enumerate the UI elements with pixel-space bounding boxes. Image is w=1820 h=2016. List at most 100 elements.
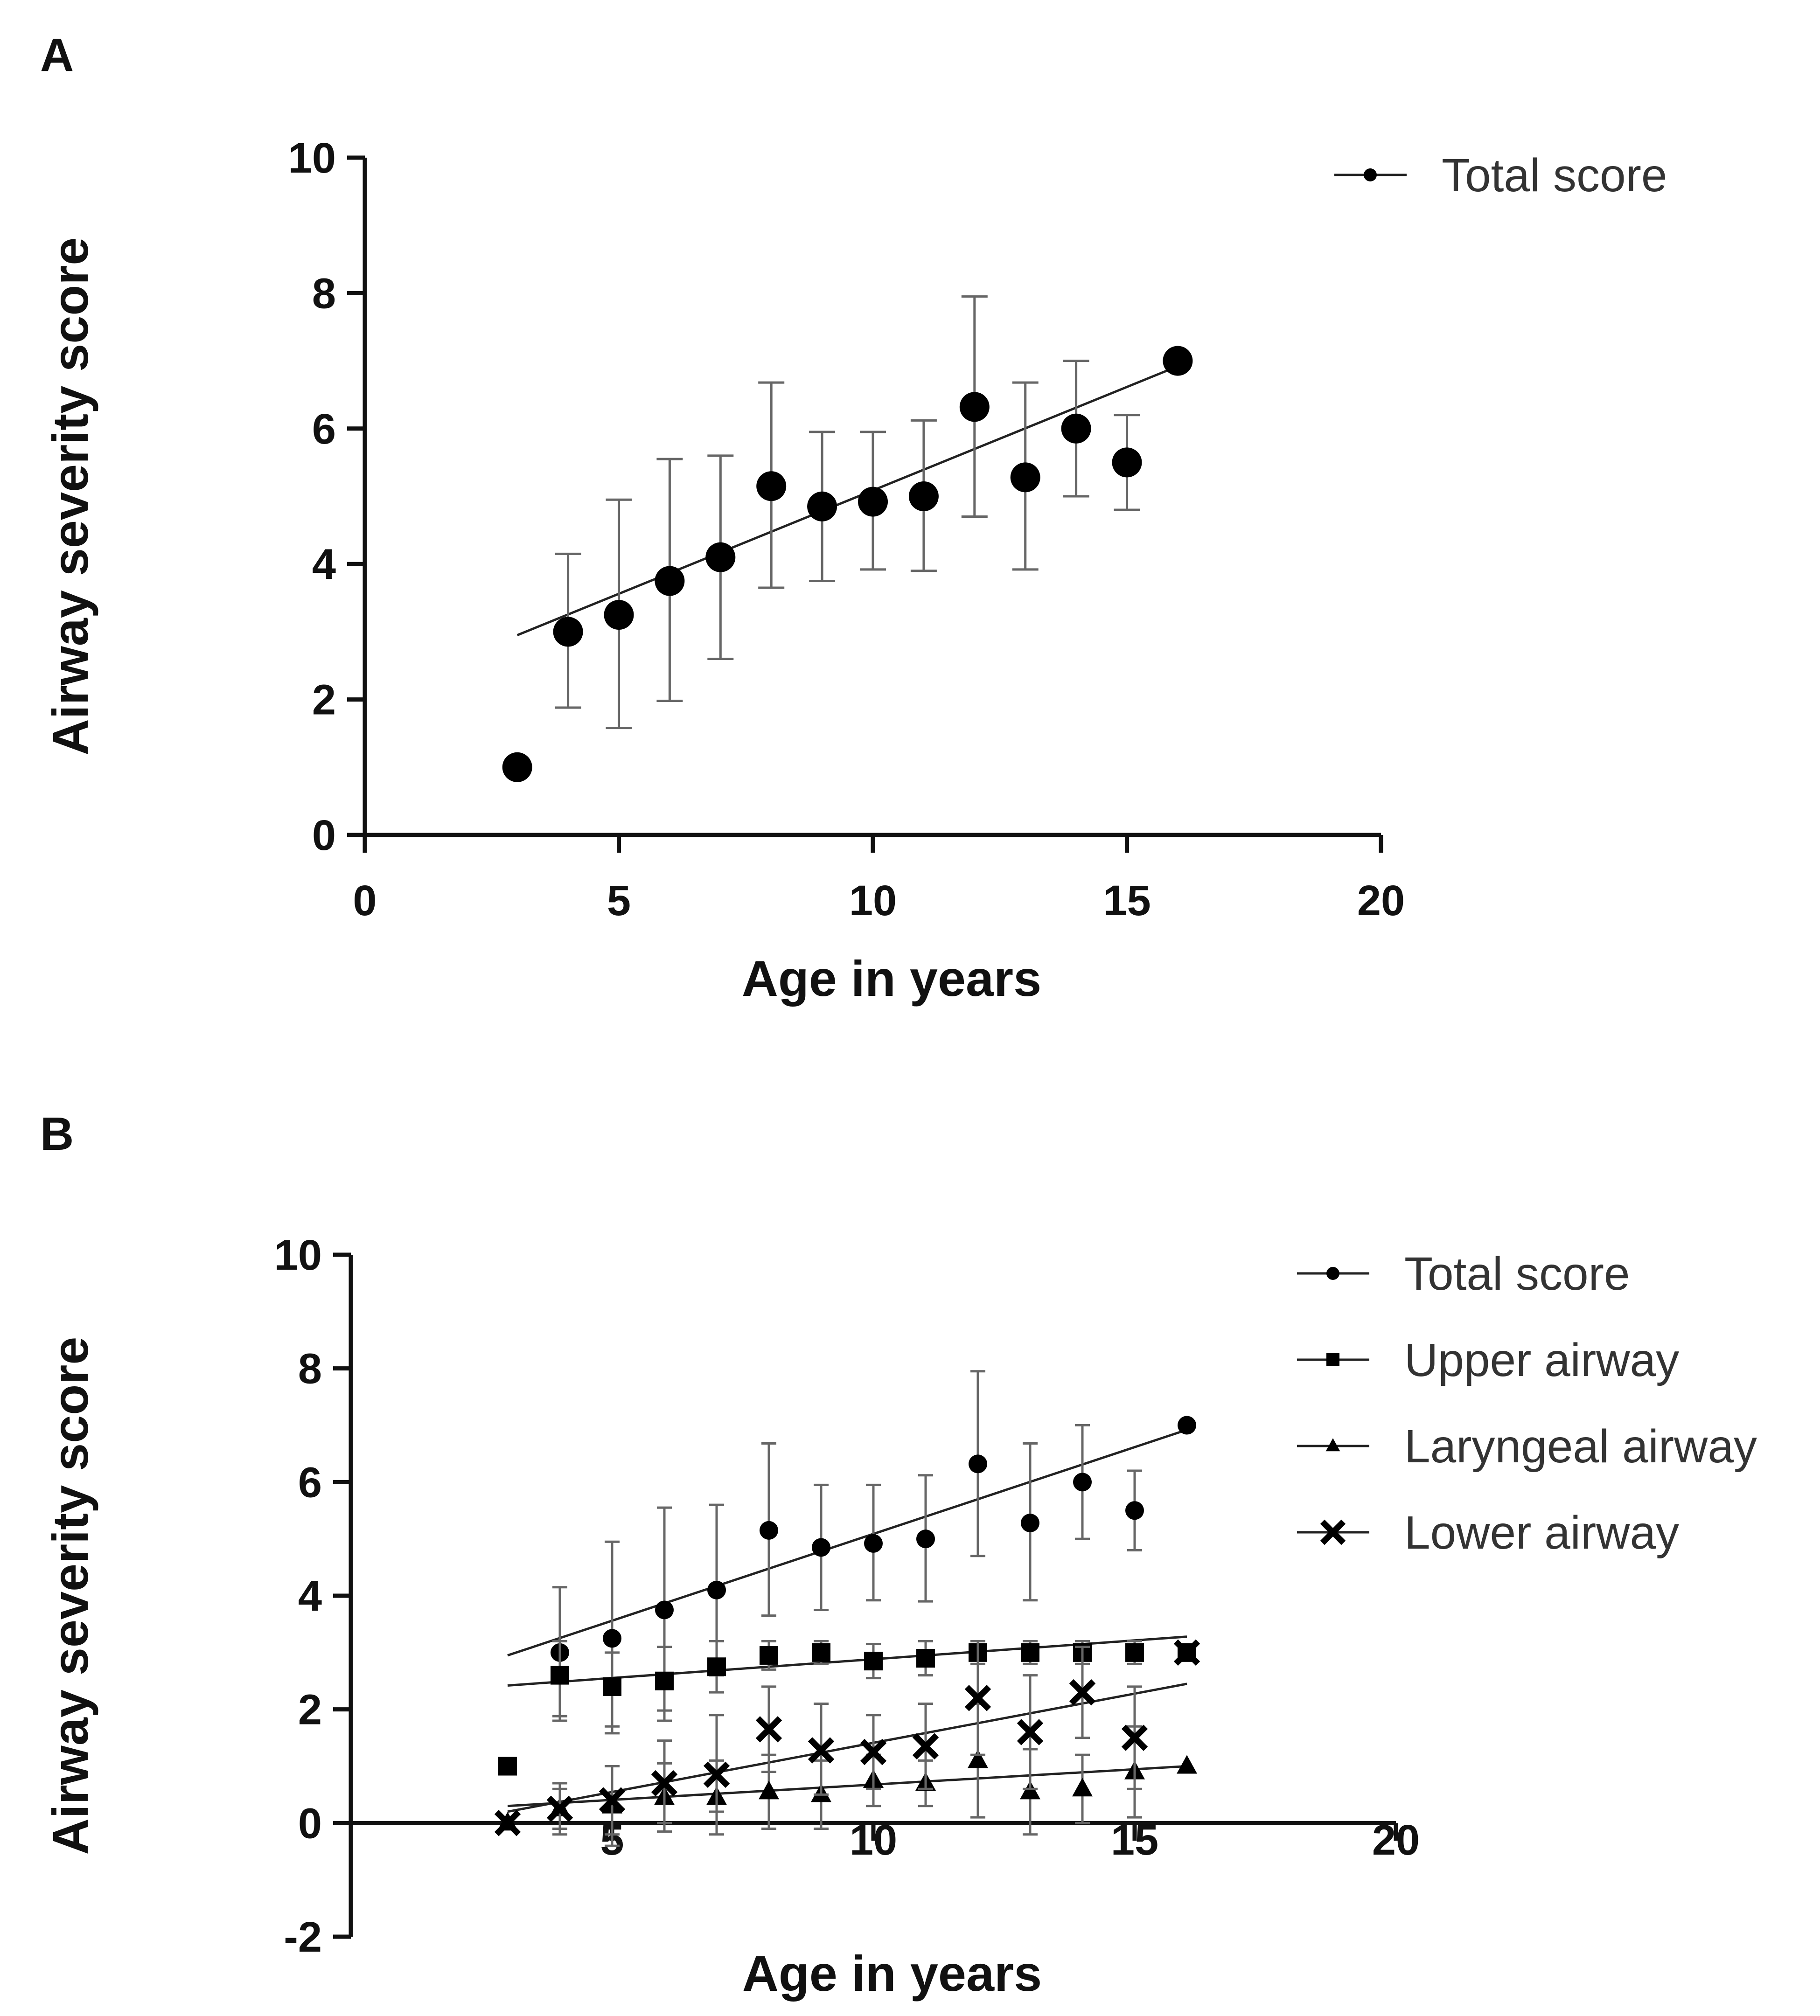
y-tick-label: 6 — [312, 405, 336, 453]
data-point — [1177, 1755, 1197, 1774]
x-tick-label: 5 — [607, 877, 631, 925]
y-tick-label: 8 — [312, 270, 336, 317]
y-tick-label: -2 — [284, 1913, 322, 1961]
y-tick-label: 10 — [288, 134, 336, 182]
data-point — [760, 1521, 778, 1540]
x-axis-title: Age in years — [742, 950, 1041, 1007]
legend-marker — [1326, 1267, 1339, 1280]
x-axis-title: Age in years — [742, 1945, 1042, 2002]
legend-marker — [1326, 1353, 1339, 1366]
y-tick-label: 0 — [312, 812, 336, 859]
data-point — [707, 1657, 726, 1676]
data-point — [755, 1716, 782, 1743]
data-point — [908, 481, 939, 511]
y-tick-label: 6 — [298, 1459, 322, 1506]
legend-item-total-score: Total score — [1297, 1248, 1630, 1300]
data-point — [551, 1666, 569, 1685]
data-point — [655, 1671, 674, 1690]
legend-label: Lower airway — [1404, 1507, 1679, 1559]
data-point — [705, 542, 736, 572]
trend-line — [507, 1428, 1187, 1657]
data-point — [1173, 1639, 1200, 1666]
data-point — [916, 1529, 935, 1549]
data-point — [1163, 346, 1193, 376]
legend-label: Total score — [1404, 1248, 1630, 1300]
y-tick-label: 0 — [298, 1800, 322, 1847]
x-tick-label: 0 — [353, 877, 377, 925]
data-point — [1021, 1514, 1039, 1533]
x-tick-label: 20 — [1357, 877, 1405, 925]
data-point — [651, 1770, 678, 1797]
legend-label: Total score — [1442, 149, 1667, 202]
data-point — [599, 1787, 626, 1814]
y-tick-label: 4 — [298, 1572, 322, 1620]
panel-b-label: B — [40, 1108, 74, 1160]
panel-a-label: A — [40, 29, 74, 81]
legend-item-upper-airway: Upper airway — [1297, 1334, 1679, 1386]
data-point — [498, 1757, 517, 1776]
y-tick-label: 8 — [298, 1345, 322, 1393]
trend-line — [507, 1765, 1187, 1807]
y-tick-label: 2 — [312, 676, 336, 724]
legend-marker — [1320, 1519, 1346, 1545]
legend-item-total-score: Total score — [1334, 149, 1667, 202]
series-total-score — [498, 1370, 1196, 1776]
legend-marker — [1325, 1438, 1340, 1452]
data-point — [756, 471, 787, 501]
data-point — [916, 1649, 935, 1668]
data-point — [858, 487, 888, 517]
data-point — [812, 1643, 830, 1662]
data-point — [1069, 1679, 1096, 1706]
data-point — [969, 1454, 987, 1474]
data-point — [1017, 1719, 1044, 1745]
legend-item-laryngeal-airway: Laryngeal airway — [1297, 1420, 1757, 1473]
data-point — [864, 1534, 883, 1553]
data-point — [655, 566, 685, 596]
data-point — [546, 1795, 573, 1822]
y-axis-title: Airway severity score — [42, 237, 98, 756]
data-point — [808, 1737, 835, 1764]
data-point — [703, 1761, 730, 1788]
data-point — [1061, 413, 1091, 444]
data-point — [603, 1677, 621, 1696]
data-point — [759, 1780, 779, 1800]
data-point — [1178, 1416, 1196, 1435]
data-point — [1073, 1473, 1092, 1492]
data-point — [603, 1629, 621, 1648]
y-tick-label: 2 — [298, 1686, 322, 1734]
y-tick-label: 10 — [274, 1231, 322, 1279]
y-axis-title: Airway severity score — [42, 1337, 98, 1855]
data-point — [494, 1810, 521, 1836]
data-point — [655, 1600, 674, 1620]
series-lower-airway — [494, 1639, 1200, 1836]
trend-line — [516, 365, 1178, 636]
data-point — [812, 1538, 830, 1557]
data-point — [1021, 1643, 1039, 1662]
x-tick-label: 10 — [850, 1816, 897, 1864]
data-point — [860, 1738, 887, 1766]
x-tick-label: 15 — [1103, 877, 1151, 925]
panel-a-chart: 0 2 4 6 8 10 0 5 10 15 20 Age in years Airway severi… — [42, 134, 1667, 1007]
data-point — [959, 392, 990, 422]
y-tick-label: 4 — [312, 541, 336, 588]
x-tick-label: 15 — [1111, 1816, 1158, 1864]
data-point — [864, 1652, 883, 1671]
data-point — [707, 1580, 726, 1599]
data-point — [1121, 1724, 1148, 1751]
data-point — [604, 600, 634, 630]
data-point — [968, 1749, 988, 1768]
legend-label: Upper airway — [1404, 1334, 1679, 1386]
data-point — [807, 491, 837, 521]
series-upper-airway — [498, 1635, 1196, 1776]
x-tick-label: 10 — [849, 877, 897, 925]
data-point — [964, 1685, 991, 1711]
data-point — [760, 1646, 778, 1665]
data-point — [1072, 1778, 1093, 1797]
data-point — [1125, 1501, 1144, 1520]
x-tick-label: 20 — [1372, 1816, 1420, 1864]
legend-label: Laryngeal airway — [1404, 1420, 1757, 1473]
data-point — [1125, 1643, 1144, 1662]
data-point — [553, 617, 583, 647]
